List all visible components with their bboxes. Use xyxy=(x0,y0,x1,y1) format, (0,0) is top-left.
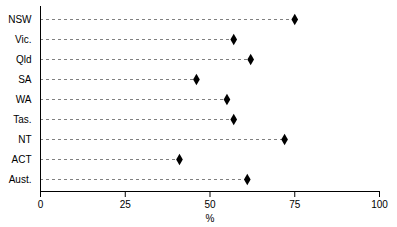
svg-text:Aust.: Aust. xyxy=(9,174,32,185)
svg-text:Tas.: Tas. xyxy=(13,114,31,125)
svg-text:0: 0 xyxy=(38,199,44,210)
svg-text:ACT: ACT xyxy=(12,154,32,165)
svg-text:50: 50 xyxy=(204,199,216,210)
svg-text:75: 75 xyxy=(289,199,301,210)
svg-text:WA: WA xyxy=(16,94,32,105)
svg-text:100: 100 xyxy=(371,199,388,210)
svg-text:NT: NT xyxy=(18,134,31,145)
svg-text:%: % xyxy=(206,213,215,224)
svg-text:25: 25 xyxy=(120,199,132,210)
svg-text:Qld: Qld xyxy=(16,54,32,65)
svg-text:SA: SA xyxy=(18,74,32,85)
svg-text:Vic.: Vic. xyxy=(15,34,32,45)
svg-text:NSW: NSW xyxy=(8,14,32,25)
